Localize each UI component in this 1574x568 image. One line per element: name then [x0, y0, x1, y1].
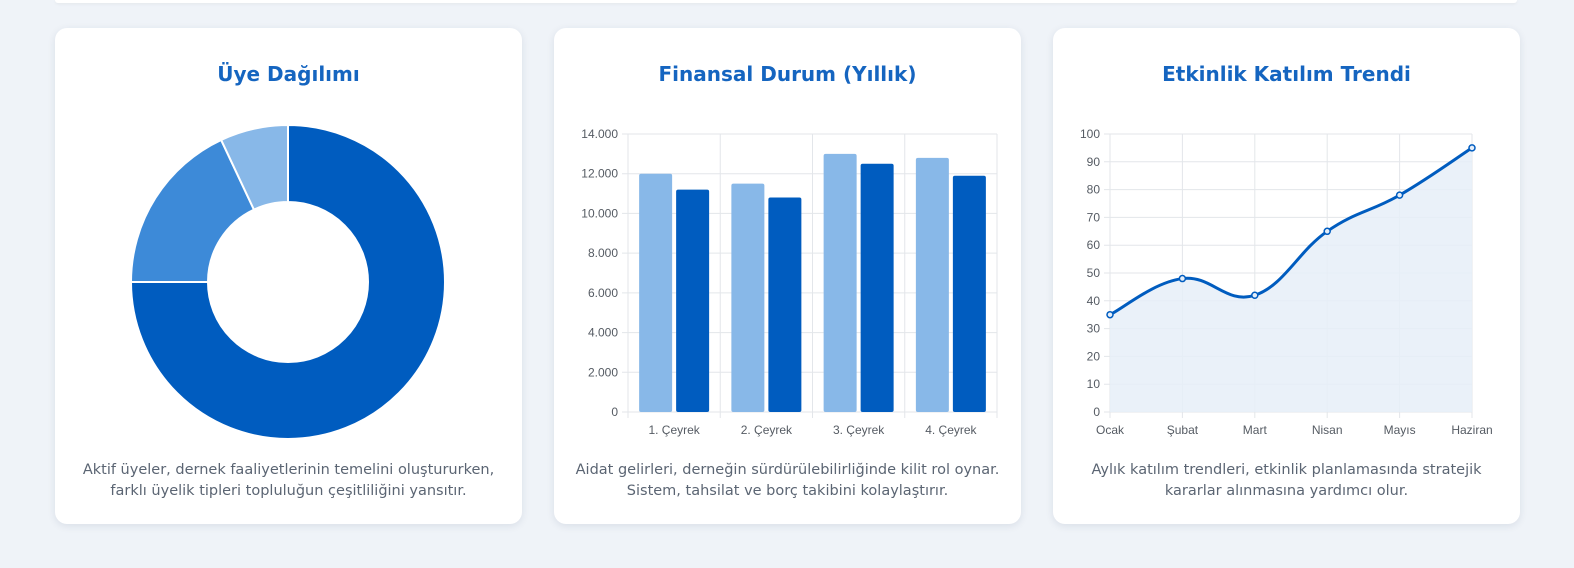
bar: [768, 197, 802, 412]
financial-status-chart: 0 2.000 4.000 6.000 8.000 10.000 12.000 14.000 1…: [581, 127, 998, 437]
card-description: Aylık katılım trendleri, etkinlik planla…: [1091, 462, 1482, 499]
card-title: Üye Dağılımı: [217, 62, 360, 86]
y-tick-label: 12.000: [581, 167, 618, 181]
bar: [676, 189, 710, 412]
y-tick-label: 30: [1087, 322, 1101, 336]
y-tick-label: 0: [1093, 405, 1100, 419]
x-tick-label: 2. Çeyrek: [741, 423, 793, 437]
y-tick-label: 100: [1080, 127, 1100, 141]
financial-status-card: Finansal Durum (Yıllık) 0 2.000 4.000 6.000…: [554, 28, 1021, 524]
y-tick-label: 50: [1087, 266, 1101, 280]
data-point: [1468, 144, 1476, 152]
y-tick-label: 2.000: [588, 365, 618, 379]
y-tick-label: 10.000: [581, 206, 618, 220]
y-tick-label: 80: [1087, 183, 1101, 197]
doughnut-slice: [219, 123, 289, 211]
y-tick-label: 60: [1087, 238, 1101, 252]
y-tick-label: 10: [1087, 377, 1101, 391]
x-tick-label: 3. Çeyrek: [833, 423, 885, 437]
y-tick-label: 0: [611, 405, 618, 419]
x-tick-label: Ocak: [1096, 423, 1125, 437]
y-tick-label: 14.000: [581, 127, 618, 141]
event-attendance-chart: 0 10 20 30 40 50 60 70 80 90 100 Ocak Şubat Mart Nisan…: [1080, 127, 1493, 437]
event-attendance-card: Etkinlik Katılım Trendi 0 10 20 30 40 50 60 70 8…: [1053, 28, 1520, 524]
doughnut-slice: [129, 138, 256, 283]
y-tick-label: 40: [1087, 294, 1101, 308]
area-fill: [1110, 147, 1472, 412]
y-tick-label: 6.000: [588, 286, 618, 300]
x-tick-label: 4. Çeyrek: [925, 423, 977, 437]
x-tick-label: Haziran: [1451, 423, 1492, 437]
member-distribution-card: Üye Dağılımı Aktif ÜyelerPasif ÜyelerOnu…: [55, 28, 522, 524]
bar: [639, 173, 673, 412]
y-tick-label: 90: [1087, 155, 1101, 169]
member-distribution-chart: Aktif ÜyelerPasif ÜyelerOnursal Üyeler: [129, 123, 446, 440]
doughnut-slice: [129, 123, 446, 440]
bar: [823, 153, 857, 412]
data-point: [1178, 274, 1187, 283]
data-point: [1106, 310, 1114, 319]
y-tick-label: 20: [1087, 349, 1101, 363]
data-point: [1323, 227, 1331, 236]
card-title: Finansal Durum (Yıllık): [658, 62, 917, 86]
card-description: Aidat gelirleri, derneğin sürdürülebilir…: [575, 462, 1000, 499]
y-tick-label: 8.000: [588, 246, 618, 260]
data-point: [1395, 191, 1404, 199]
data-point: [1251, 291, 1259, 299]
x-tick-label: Nisan: [1312, 423, 1343, 437]
x-tick-label: 1. Çeyrek: [648, 423, 700, 437]
x-tick-label: Şubat: [1167, 423, 1199, 437]
bar: [860, 163, 894, 412]
y-tick-label: 4.000: [588, 326, 618, 340]
card-description: Aktif üyeler, dernek faaliyetlerinin tem…: [82, 462, 495, 499]
y-tick-label: 70: [1087, 210, 1101, 224]
bar: [915, 157, 949, 412]
bar: [952, 175, 986, 412]
x-tick-label: Mart: [1243, 423, 1268, 437]
bar: [731, 183, 765, 412]
top-strip: [55, 0, 1517, 3]
card-title: Etkinlik Katılım Trendi: [1162, 62, 1411, 86]
series-line: [1109, 146, 1473, 317]
x-tick-label: Mayıs: [1384, 423, 1416, 437]
